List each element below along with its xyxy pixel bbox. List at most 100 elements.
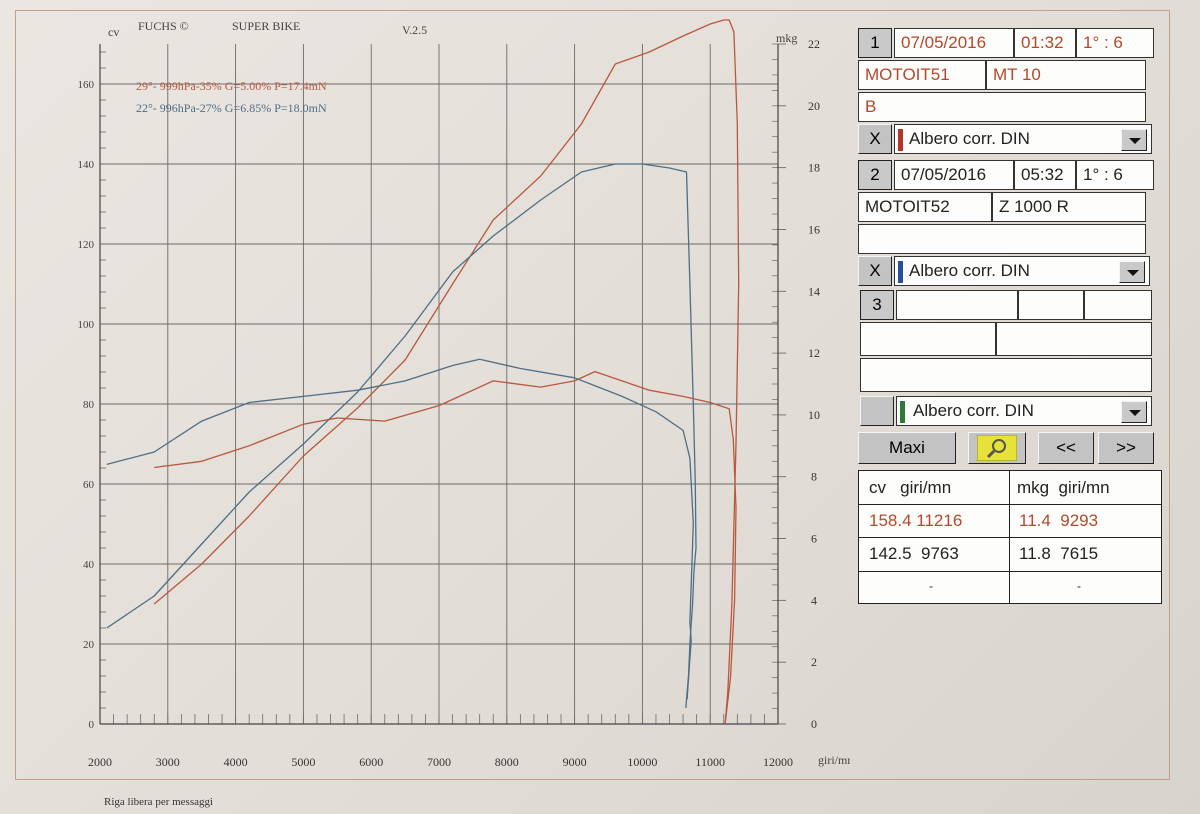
zoom-button[interactable] [968,432,1026,464]
run2-header-row: 2 07/05/2016 05:32 1° : 6 [858,160,1156,190]
x-tick-label: 5000 [291,755,315,769]
chart-curves [106,19,740,725]
previous-button[interactable]: << [1038,432,1094,464]
x-tick-label: 4000 [224,755,248,769]
run1-toggle-button[interactable]: X [858,124,892,154]
y-left-tick-label: 0 [89,719,95,731]
chart-ticks: 2000 3000 4000 5000 6000 7000 8000 9000 10000 110… [78,37,821,769]
chevron-down-icon[interactable] [1121,401,1147,423]
x-axis-unit: giri/mn [818,753,850,767]
run3-correction-select[interactable]: Albero corr. DIN [896,396,1152,426]
y-left-tick-label: 80 [83,399,95,411]
toolbar-row: Maxi << >> [858,432,1156,464]
run-panel: 1 07/05/2016 01:32 1° : 6 MOTOIT51 MT 10… [858,28,1162,604]
y-right-tick-label: 16 [808,222,820,236]
y-right-tick-label: 12 [808,346,820,360]
chart-version: V.2.5 [402,23,427,37]
run3-toggle-button[interactable] [860,396,894,426]
run3-note [860,358,1152,392]
run1-color-swatch [898,129,903,151]
run1-time: 01:32 [1014,28,1076,58]
series-line-4 [106,358,694,700]
run2-toggle-button[interactable]: X [858,256,892,286]
run3-number-button[interactable]: 3 [860,290,894,320]
run1-note: B [858,92,1146,122]
run1-id: MOTOIT51 [858,60,986,90]
run1-number-button[interactable]: 1 [858,28,892,58]
y-left-tick-label: 140 [78,159,95,171]
x-tick-label: 3000 [156,755,180,769]
x-tick-label: 2000 [88,755,112,769]
x-tick-label: 11000 [695,755,725,769]
y-left-tick-label: 60 [83,479,95,491]
run2-color-swatch [898,261,903,283]
y-right-tick-label: 10 [808,408,820,422]
y-left-tick-label: 120 [78,239,95,251]
page-frame [15,10,1170,780]
run2-id: MOTOIT52 [858,192,992,222]
y-left-unit: cv [108,25,119,39]
run2-correction-label: Albero corr. DIN [909,261,1030,280]
run1-correction-row: X Albero corr. DIN [858,124,1156,154]
y-left-tick-label: 100 [78,319,95,331]
run1-note-row: B [858,92,1156,122]
legend-run1: 29°- 999hPa-35% G=5.00% P=17.4mN [136,79,327,93]
y-right-tick-label: 8 [811,470,817,484]
chevron-down-icon[interactable] [1121,129,1147,151]
y-right-tick-label: 6 [811,532,817,546]
run3-note-row [858,358,1156,392]
run3-date [896,290,1018,320]
series-line-3 [154,370,737,725]
run1-model: MT 10 [986,60,1146,90]
run1-ratio: 1° : 6 [1076,28,1154,58]
results-run1-mkg: 11.4 9293 [1019,511,1099,530]
run3-color-swatch [900,401,905,423]
run3-id [860,322,996,356]
run2-time: 05:32 [1014,160,1076,190]
run1-date: 07/05/2016 [894,28,1014,58]
run3-model [996,322,1152,356]
x-tick-label: 10000 [627,755,657,769]
run2-ratio: 1° : 6 [1076,160,1154,190]
run2-note [858,224,1146,254]
y-right-tick-label: 4 [811,593,817,607]
magnifier-icon [976,434,1018,462]
next-button[interactable]: >> [1098,432,1154,464]
header-left-label: FUCHS © [138,19,189,33]
legend-run2: 22°- 996hPa-27% G=6.85% P=18.0mN [136,101,327,115]
chart-title: SUPER BIKE [232,19,300,33]
results-run1-cv: 158.4 11216 [869,511,963,530]
y-right-unit: mkg [776,31,797,45]
run1-correction-label: Albero corr. DIN [909,129,1030,148]
run1-id-row: MOTOIT51 MT 10 [858,60,1156,90]
results-run2-cv: 142.5 9763 [869,544,959,563]
run1-header-row: 1 07/05/2016 01:32 1° : 6 [858,28,1156,58]
run2-id-row: MOTOIT52 Z 1000 R [858,192,1156,222]
run2-model: Z 1000 R [992,192,1146,222]
series-line-2 [106,163,697,709]
y-right-tick-label: 20 [808,99,820,113]
y-right-tick-label: 14 [808,284,820,298]
maxi-button[interactable]: Maxi [858,432,956,464]
x-tick-label: 12000 [763,755,793,769]
y-left-tick-label: 20 [83,639,95,651]
y-right-tick-label: 2 [811,655,817,669]
run2-date: 07/05/2016 [894,160,1014,190]
run2-note-row [858,224,1156,254]
y-right-tick-label: 0 [811,717,817,731]
run3-header-row: 3 [858,290,1156,320]
run2-correction-row: X Albero corr. DIN [858,256,1156,286]
results-header-mkg: mkg giri/mn [1017,478,1110,497]
chevron-down-icon[interactable] [1119,261,1145,283]
run2-correction-select[interactable]: Albero corr. DIN [894,256,1150,286]
results-run3-cv: - [929,579,933,593]
y-left-tick-label: 40 [83,559,95,571]
dyno-chart: 2000 3000 4000 5000 6000 7000 8000 9000 10000 110… [78,19,851,769]
series-line-1 [153,19,740,725]
x-tick-label: 9000 [563,755,587,769]
x-tick-label: 6000 [359,755,383,769]
results-run2-mkg: 11.8 7615 [1019,544,1099,563]
footer-message: Riga libera per messaggi [104,796,214,808]
run2-number-button[interactable]: 2 [858,160,892,190]
run1-correction-select[interactable]: Albero corr. DIN [894,124,1152,154]
